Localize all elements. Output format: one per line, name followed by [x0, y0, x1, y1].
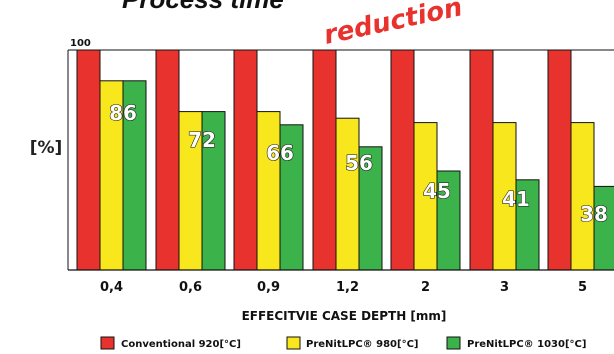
x-tick-label-1: 0,6: [179, 280, 202, 295]
legend-label-2: PreNitLPC® 1030[°C]: [467, 339, 586, 350]
y-max-label: 100: [70, 38, 91, 49]
data-label-6: 38: [580, 202, 608, 226]
data-label-1: 72: [188, 128, 216, 152]
x-tick-label-3: 1,2: [336, 280, 359, 295]
data-label-5: 41: [502, 187, 530, 211]
y-axis-label: [%]: [30, 138, 63, 158]
legend-label-1: PreNitLPC® 980[°C]: [306, 339, 419, 350]
legend-swatch-1: [286, 336, 301, 350]
legend-swatch-0: [100, 336, 115, 350]
x-tick-label-4: 2: [421, 280, 430, 295]
bar-prenit-980-3: [335, 117, 360, 271]
bar-conventional-2: [233, 49, 258, 271]
bar-prenit-1030-6: [593, 185, 614, 271]
data-label-4: 45: [423, 179, 451, 203]
reduction-annotation: reduction: [321, 0, 465, 51]
bar-conventional-0: [76, 49, 101, 271]
bar-prenit-980-6: [570, 122, 595, 271]
bar-conventional-3: [312, 49, 337, 271]
bar-conventional-4: [390, 49, 415, 271]
x-tick-label-2: 0,9: [257, 280, 280, 295]
bar-conventional-5: [469, 49, 494, 271]
legend-swatch-2: [446, 336, 461, 350]
x-tick-label-0: 0,4: [100, 280, 123, 295]
x-tick-label-5: 3: [500, 280, 509, 295]
bar-conventional-1: [155, 49, 180, 271]
data-label-2: 66: [266, 141, 294, 165]
data-label-3: 56: [345, 151, 373, 175]
chart-title: Process time: [122, 0, 284, 14]
x-axis-label: EFFECITVIE CASE DEPTH [mm]: [242, 309, 447, 323]
bar-prenit-980-2: [256, 111, 281, 271]
x-tick-label-6: 5: [578, 280, 587, 295]
legend-label-0: Conventional 920[°C]: [121, 339, 241, 350]
data-label-0: 86: [109, 101, 137, 125]
bar-conventional-6: [547, 49, 572, 271]
